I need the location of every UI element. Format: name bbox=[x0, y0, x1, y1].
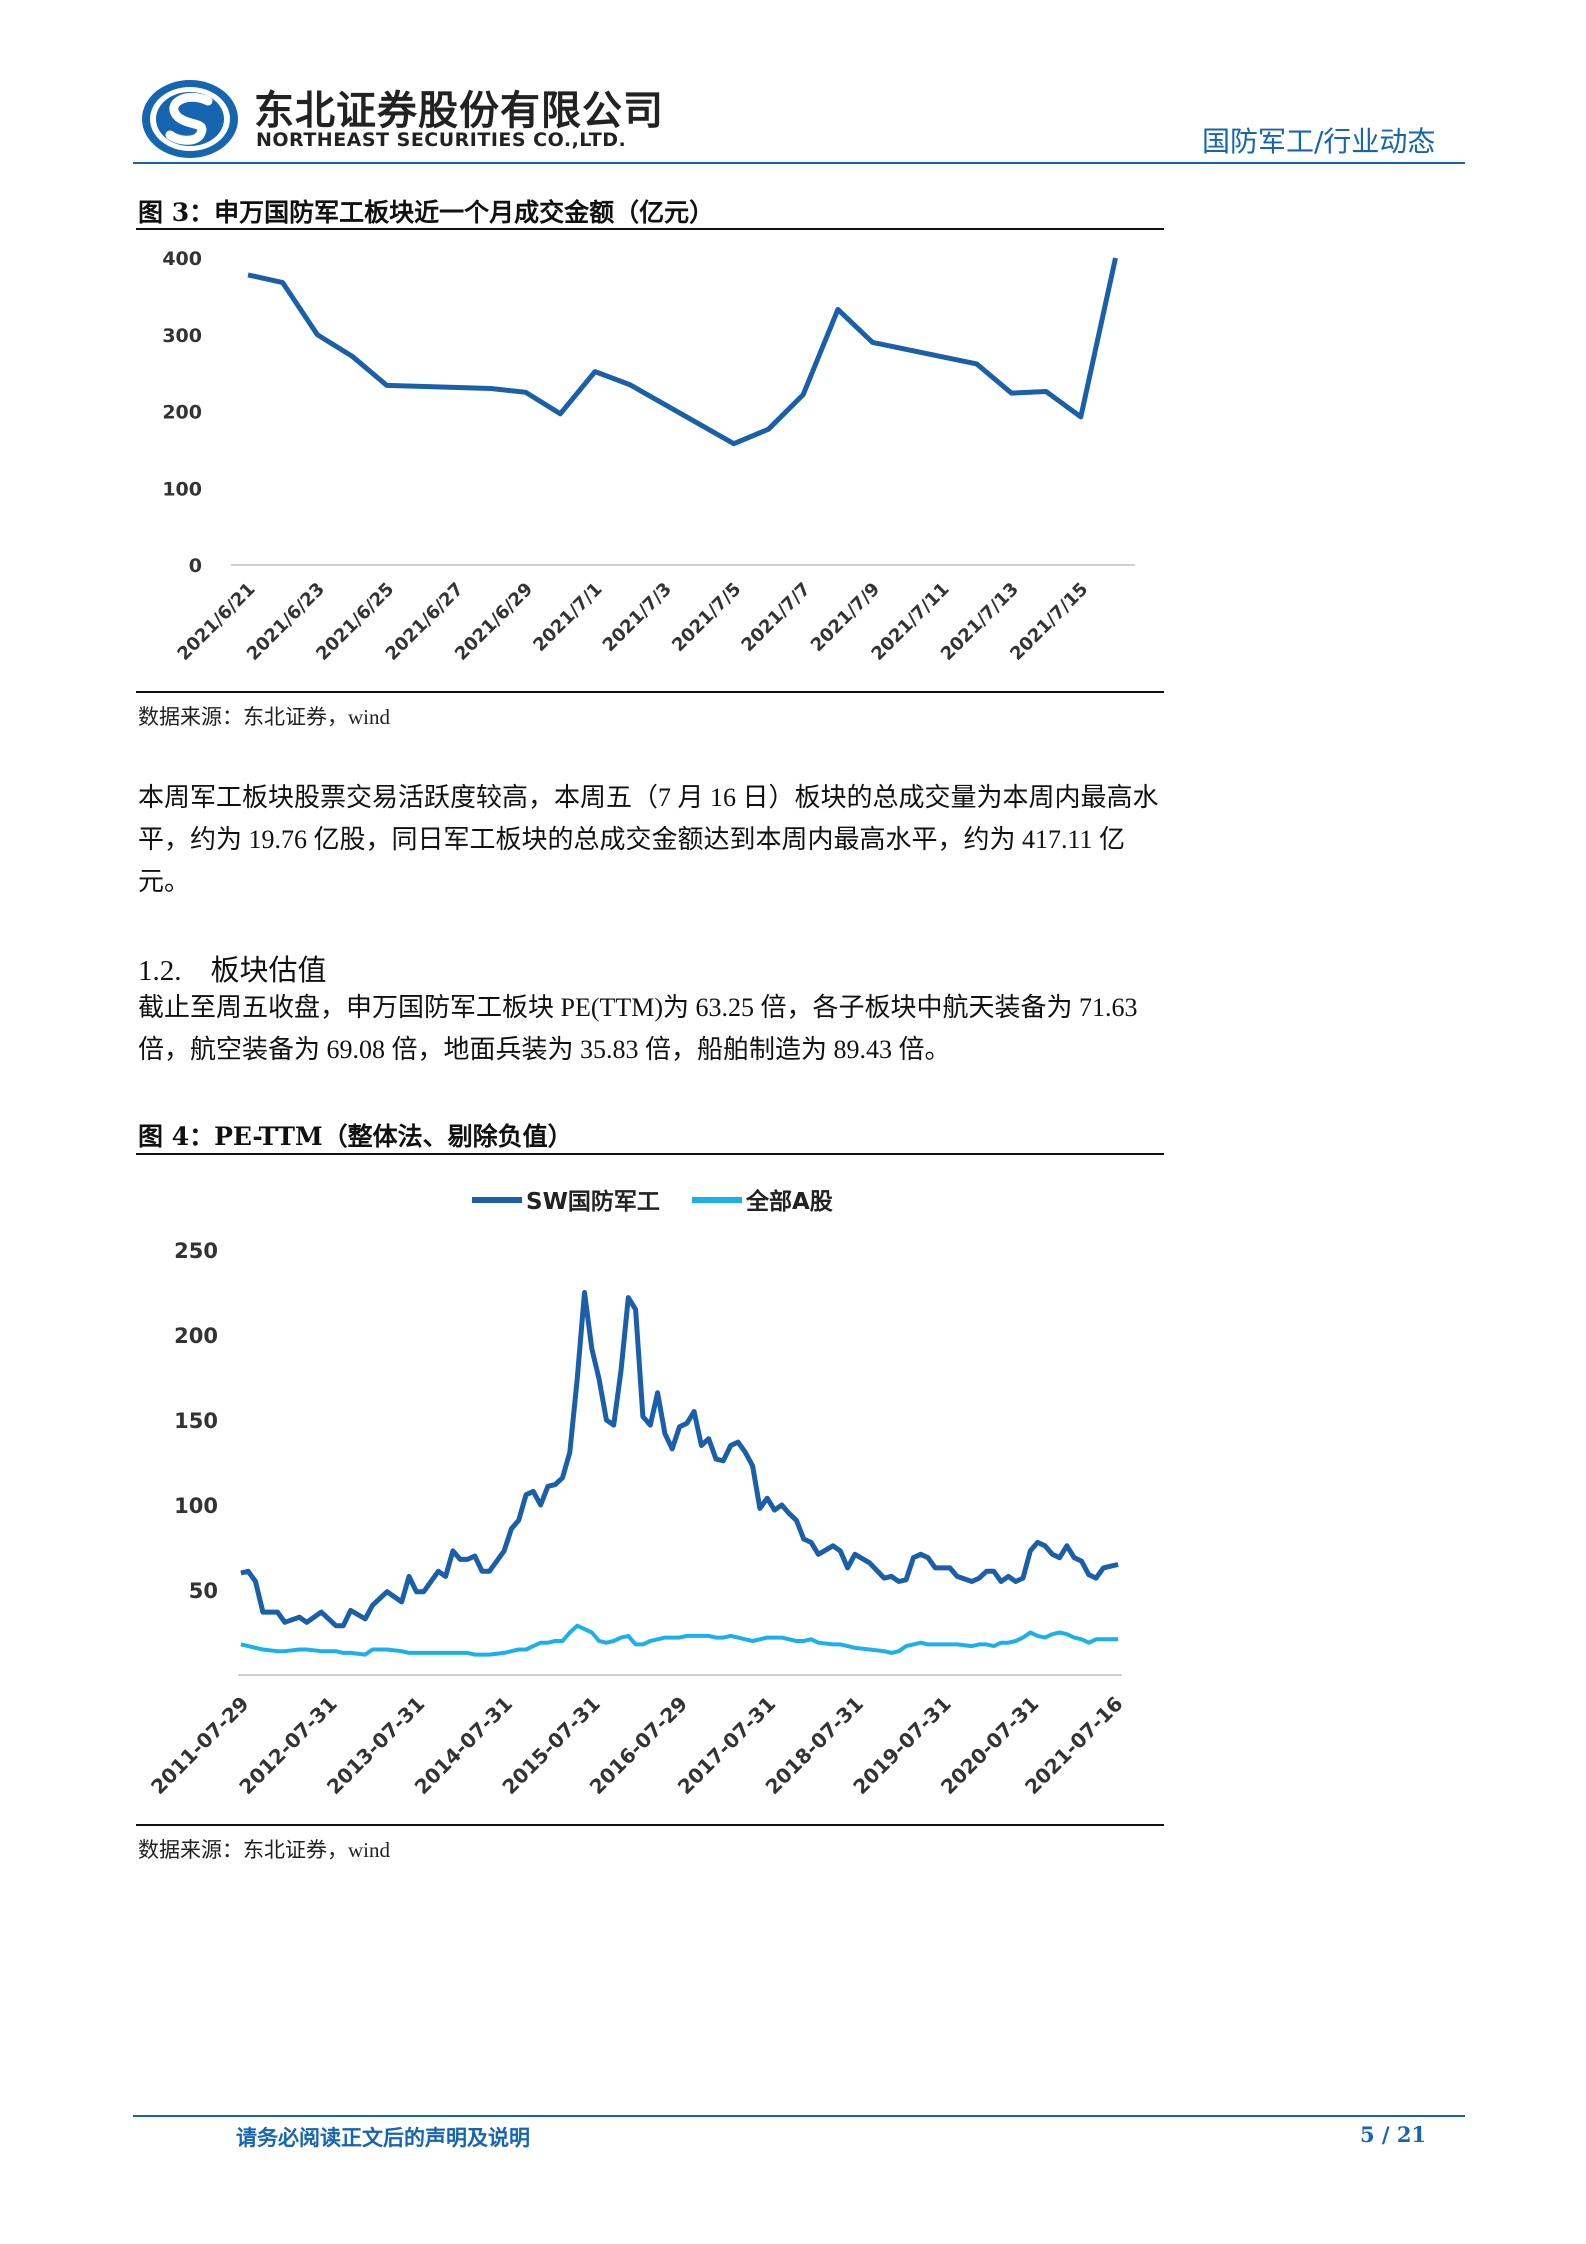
y-tick-label: 100 bbox=[162, 478, 202, 500]
section-heading: 1.2. 板块估值 bbox=[138, 955, 327, 987]
y-tick-label: 250 bbox=[174, 1239, 218, 1263]
x-tick-label: 2021/7/3 bbox=[599, 579, 676, 656]
y-tick-label: 150 bbox=[174, 1409, 218, 1433]
y-tick-label: 100 bbox=[174, 1494, 218, 1518]
y-tick-label: 50 bbox=[189, 1579, 218, 1603]
header-divider bbox=[133, 162, 1465, 164]
y-tick-label: 200 bbox=[162, 402, 202, 424]
y-tick-label: 0 bbox=[189, 555, 202, 577]
figure4-chart: SW国防军工 全部A股501001502002502011-07-292012-0… bbox=[146, 1188, 1127, 1799]
y-tick-label: 300 bbox=[162, 325, 202, 347]
legend-label: 全部A股 bbox=[745, 1188, 833, 1215]
y-tick-label: 200 bbox=[174, 1324, 218, 1348]
y-tick-label: 400 bbox=[162, 248, 202, 270]
figure4-top-rule bbox=[136, 1153, 1164, 1155]
company-logo-icon bbox=[142, 80, 238, 158]
figure4-bottom-rule bbox=[136, 1824, 1164, 1826]
x-tick-label: 2021/7/7 bbox=[737, 579, 814, 656]
trading-value-line bbox=[247, 257, 1118, 447]
paragraph-trading-activity: 本周军工板块股票交易活跃度较高，本周五（7 月 16 日）板块的总成交量为本周内… bbox=[138, 783, 1159, 896]
figure3-chart: 01002003004002021/6/212021/6/232021/6/25… bbox=[162, 248, 1135, 665]
figure3-source: 数据来源：东北证券，wind bbox=[138, 705, 390, 729]
sw-defense-pe-line bbox=[240, 1290, 1119, 1629]
footer-divider bbox=[133, 2115, 1465, 2117]
figure4-source: 数据来源：东北证券，wind bbox=[138, 1838, 390, 1862]
company-name-en: NORTHEAST SECURITIES CO.,LTD. bbox=[256, 129, 627, 151]
company-name-cn: 东北证券股份有限公司 bbox=[254, 88, 664, 134]
footer-disclaimer: 请务必阅读正文后的声明及说明 bbox=[236, 2125, 530, 2150]
paragraph-valuation: 截止至周五收盘，申万国防军工板块 PE(TTM)为 63.25 倍，各子板块中航… bbox=[138, 993, 1138, 1064]
x-tick-label: 2021/7/1 bbox=[529, 579, 606, 656]
figure3-title: 图 3：申万国防军工板块近一个月成交金额（亿元） bbox=[138, 198, 715, 227]
section-label: 国防军工/行业动态 bbox=[1202, 125, 1436, 158]
legend-label: SW国防军工 bbox=[526, 1188, 660, 1215]
figure3-top-rule bbox=[136, 228, 1164, 230]
page-number: 5 / 21 bbox=[1360, 2122, 1427, 2147]
figure4-title: 图 4：PE-TTM（整体法、剔除负值） bbox=[138, 1122, 573, 1151]
all-a-share-pe-line bbox=[240, 1623, 1119, 1657]
figure3-bottom-rule bbox=[136, 691, 1164, 693]
x-tick-label: 2021/7/5 bbox=[668, 579, 745, 656]
